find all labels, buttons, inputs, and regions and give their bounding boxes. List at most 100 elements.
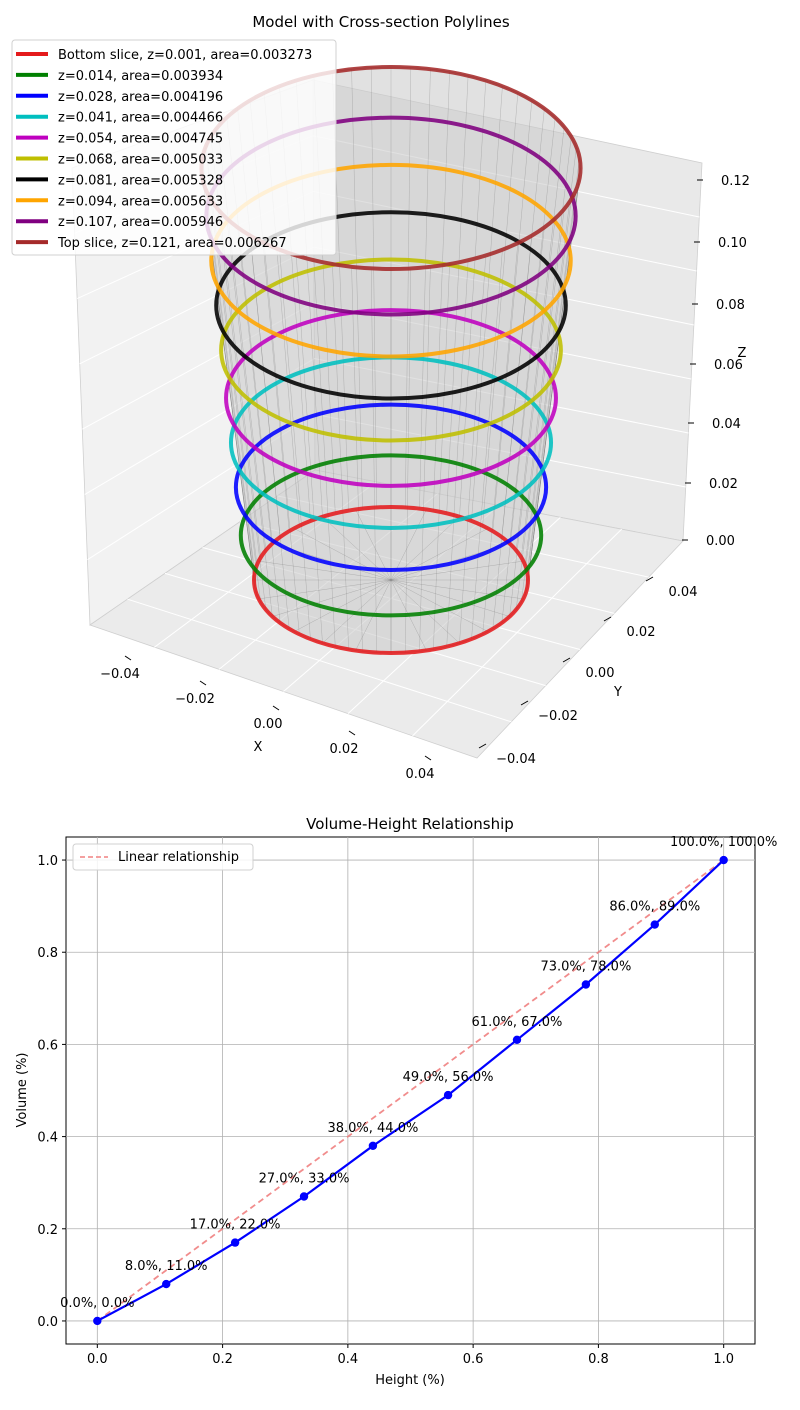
mesh-line [524, 146, 577, 565]
data-point-annotation: 73.0%, 78.0% [540, 959, 631, 974]
x-axis-label-2d: Height (%) [375, 1373, 445, 1388]
x-tick-mark [272, 705, 280, 711]
mesh-line [482, 92, 519, 526]
mesh-line [482, 243, 519, 635]
mesh-line [313, 260, 336, 647]
legend-3d-label: z=0.054, area=0.004745 [58, 132, 223, 147]
mesh-line [492, 100, 533, 532]
mesh-line [210, 199, 261, 603]
y-tick-label: 1.0 [37, 854, 58, 869]
z-tick-label: 0.04 [712, 417, 741, 432]
z-axis-label: Z [738, 346, 747, 361]
data-point-annotation: 86.0%, 89.0% [609, 900, 700, 915]
x-tick-label: 0.6 [463, 1352, 484, 1367]
legend-3d-label: Bottom slice, z=0.001, area=0.003273 [58, 48, 312, 63]
x-tick-label: 0.00 [254, 717, 283, 732]
x-tick-label: 0.0 [87, 1352, 108, 1367]
mesh-line [459, 255, 486, 644]
y-tick-mark [603, 616, 612, 622]
chart-3d: Model with Cross-section Polylines −0.04… [11, 13, 750, 782]
volume-height-line [96, 859, 725, 1322]
data-point-annotation: 38.0%, 44.0% [327, 1121, 418, 1136]
data-point [299, 1192, 309, 1201]
data-point-annotation: 17.0%, 22.0% [190, 1218, 281, 1233]
legend-3d-label: z=0.014, area=0.003934 [58, 69, 223, 84]
data-point-annotation: 100.0%, 100.0% [670, 835, 777, 850]
x-tick-label: 1.0 [713, 1352, 734, 1367]
legend-3d-label: z=0.094, area=0.005633 [58, 194, 223, 209]
cross-section-ring [252, 505, 530, 655]
mesh-base-line [390, 560, 524, 581]
mesh-base-line [390, 579, 488, 632]
mesh-line [205, 188, 258, 596]
data-point [512, 1035, 522, 1045]
x-tick-label: −0.04 [100, 667, 140, 682]
cross-section-ring [219, 257, 563, 443]
legend-3d-items: Bottom slice, z=0.001, area=0.003273 z=0.… [16, 48, 312, 251]
mesh-line [296, 255, 323, 644]
y-tick-label: 0.4 [37, 1131, 58, 1146]
cross-section-ring [224, 308, 558, 488]
mesh-line [405, 67, 411, 508]
grid-2d [66, 837, 755, 1344]
mesh-line [524, 188, 577, 596]
y-tick-label: 0.2 [37, 1223, 58, 1238]
data-point [719, 855, 728, 865]
y-tick-mark [478, 743, 487, 749]
legend-2d-frame [72, 843, 254, 871]
legend-3d-label: z=0.068, area=0.005033 [58, 153, 223, 168]
data-point-annotation: 49.0%, 56.0% [403, 1070, 494, 1085]
data-point-annotation: 27.0%, 33.0% [259, 1172, 350, 1187]
x-tick-label: 0.8 [588, 1352, 609, 1367]
mesh-base-line [390, 579, 524, 600]
mesh-line [332, 264, 349, 650]
mesh-line [501, 227, 545, 623]
y-tick-label: 0.0 [37, 1315, 58, 1330]
mesh-line [515, 126, 565, 551]
z-tick-label: 0.10 [718, 236, 747, 251]
axis-3d-ticks: −0.04 −0.02 0.00 0.02 0.04 −0.04 −0.02 0.00 0.02… [100, 174, 750, 782]
legend-3d: Bottom slice, z=0.001, area=0.003273 z=0.… [11, 39, 337, 256]
mesh-line [471, 249, 503, 640]
z-tick-label: 0.06 [714, 358, 743, 373]
mesh-line [263, 243, 300, 635]
data-point [162, 1279, 171, 1289]
mesh-base-line [272, 579, 392, 617]
data-point-annotation: 0.0%, 0.0% [60, 1296, 134, 1311]
chart-3d-title: Model with Cross-section Polylines [252, 13, 510, 31]
data-point-annotation: 61.0%, 67.0% [472, 1015, 563, 1030]
x-axis-label: X [254, 740, 263, 755]
y-tick-label: −0.04 [496, 752, 536, 767]
z-tick-label: 0.12 [721, 174, 750, 189]
legend-2d: Linear relationship [72, 843, 254, 871]
legend-3d-label: z=0.107, area=0.005946 [58, 215, 223, 230]
legend-2d-label: Linear relationship [118, 850, 239, 865]
x-tick-label: 0.2 [212, 1352, 233, 1367]
mesh-line [419, 69, 431, 509]
cross-section-ring [238, 453, 544, 618]
mesh-line [446, 260, 469, 647]
z-tick-label: 0.00 [706, 534, 735, 549]
x-tick-mark [124, 655, 132, 661]
x-tick-mark [348, 730, 356, 736]
chart-2d-title: Volume-Height Relationship [306, 815, 514, 833]
y-tick-label: 0.8 [37, 946, 58, 961]
mesh-base-line [258, 560, 392, 581]
legend-3d-label: z=0.028, area=0.004196 [58, 90, 223, 105]
y-tick-label: 0.04 [669, 585, 698, 600]
mesh-line [459, 80, 486, 517]
lines-2d [93, 855, 728, 1326]
y-tick-mark [562, 657, 571, 663]
mesh-line [433, 264, 450, 650]
legend-3d-label: z=0.081, area=0.005328 [58, 173, 223, 188]
annotations-2d: 0.0%, 0.0% 8.0%, 11.0% 17.0%, 22.0% 27.0%, … [60, 835, 777, 1311]
mesh-line [527, 157, 580, 573]
mesh-base-line [258, 579, 392, 600]
mesh-line [501, 108, 545, 538]
y-axis-label: Y [613, 685, 622, 700]
mesh-base-line [390, 579, 510, 617]
x-tick-label: −0.02 [175, 692, 215, 707]
mesh-line [405, 268, 411, 653]
mesh-line [279, 249, 311, 640]
ticks-2d: 0.0 0.2 0.4 0.6 0.8 1.0 0.0 0.2 0.4 0.6 0.8 1.0 [37, 854, 734, 1367]
